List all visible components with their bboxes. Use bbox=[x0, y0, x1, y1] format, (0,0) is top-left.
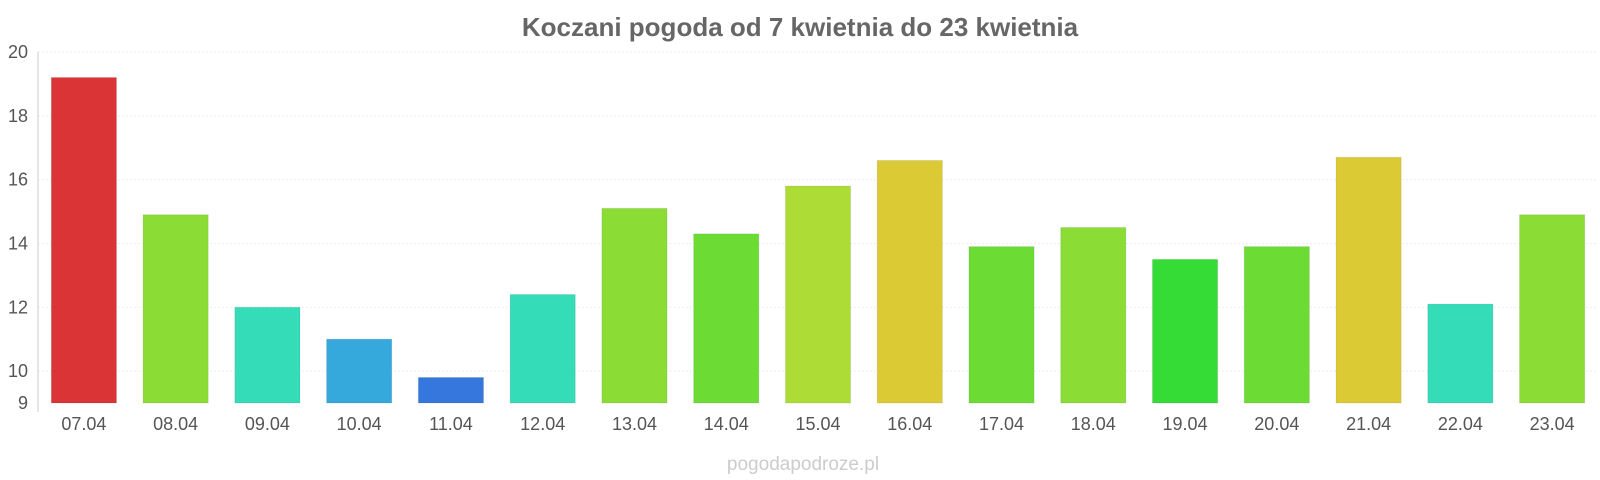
bar-10.04 bbox=[326, 338, 393, 404]
bar-23.04 bbox=[1519, 214, 1586, 404]
x-tick-label: 14.04 bbox=[704, 414, 749, 434]
x-tick-label: 23.04 bbox=[1530, 414, 1575, 434]
x-tick-label: 22.04 bbox=[1438, 414, 1483, 434]
bar-12.04 bbox=[509, 294, 576, 404]
x-axis-ticks: 07.04 08.04 09.04 10.04 11.04 12.04 13.04 14.04… bbox=[61, 414, 1574, 434]
bar-19.04 bbox=[1151, 258, 1219, 404]
x-tick-label: 12.04 bbox=[520, 414, 565, 434]
x-tick-label: 15.04 bbox=[795, 414, 840, 434]
bar-22.04 bbox=[1427, 303, 1494, 404]
x-tick-label: 20.04 bbox=[1254, 414, 1299, 434]
y-tick-label: 10 bbox=[8, 361, 28, 381]
x-tick-label: 21.04 bbox=[1346, 414, 1391, 434]
bar-15.04 bbox=[784, 185, 852, 404]
bar-08.04 bbox=[142, 214, 209, 404]
bar-18.04 bbox=[1060, 227, 1127, 404]
bar-09.04 bbox=[234, 306, 301, 404]
bar-17.04 bbox=[968, 246, 1035, 404]
bar-16.04 bbox=[876, 159, 943, 404]
y-tick-label: 16 bbox=[8, 170, 28, 190]
chart-title: Koczani pogoda od 7 kwietnia do 23 kwiet… bbox=[522, 12, 1079, 42]
bar-20.04 bbox=[1243, 246, 1310, 404]
x-tick-label: 11.04 bbox=[429, 414, 473, 434]
x-tick-label: 10.04 bbox=[337, 414, 382, 434]
y-tick-label: 12 bbox=[8, 297, 28, 317]
watermark: pogodapodroze.pl bbox=[727, 454, 879, 475]
x-tick-label: 07.04 bbox=[61, 414, 106, 434]
y-tick-label: 9 bbox=[18, 393, 28, 413]
bar-14.04 bbox=[693, 233, 760, 404]
bar-21.04 bbox=[1335, 156, 1402, 404]
bar-11.04 bbox=[417, 376, 485, 404]
y-axis-ticks: 9 10 12 14 16 18 20 bbox=[8, 42, 28, 413]
x-tick-label: 08.04 bbox=[153, 414, 198, 434]
y-tick-label: 20 bbox=[8, 42, 28, 62]
bar-07.04 bbox=[50, 77, 117, 404]
x-tick-label: 09.04 bbox=[245, 414, 290, 434]
x-tick-label: 18.04 bbox=[1071, 414, 1116, 434]
bar-13.04 bbox=[601, 207, 668, 404]
x-tick-label: 19.04 bbox=[1163, 414, 1208, 434]
y-tick-label: 18 bbox=[8, 106, 28, 126]
y-tick-label: 14 bbox=[8, 233, 28, 253]
bars bbox=[50, 77, 1586, 404]
x-tick-label: 17.04 bbox=[979, 414, 1024, 434]
x-tick-label: 13.04 bbox=[612, 414, 657, 434]
x-tick-label: 16.04 bbox=[887, 414, 932, 434]
